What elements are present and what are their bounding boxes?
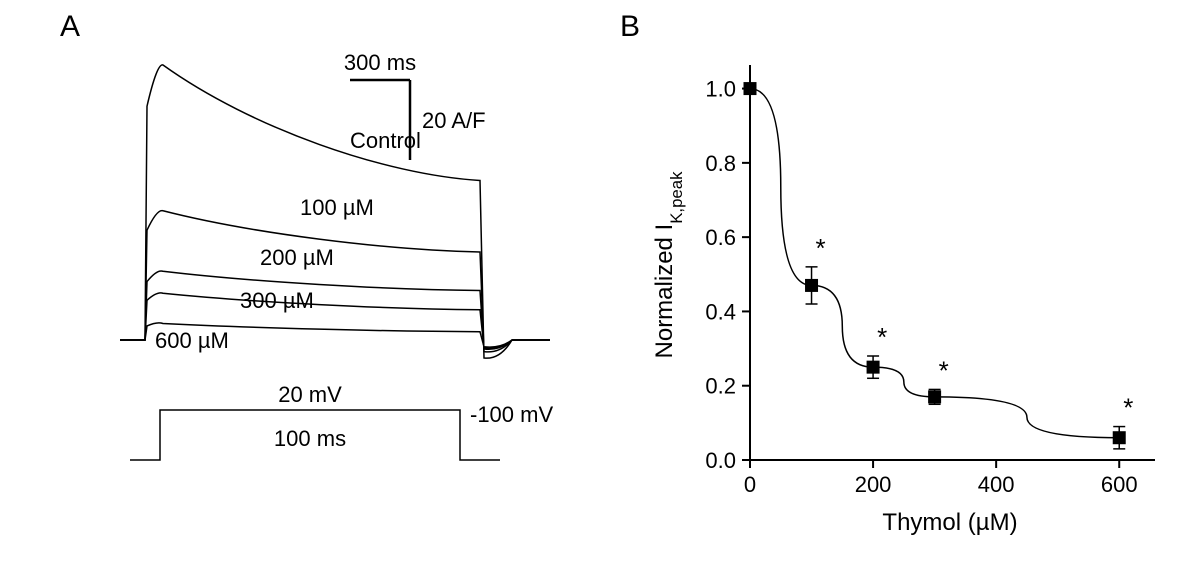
y-tick-label: 0.8 bbox=[705, 151, 736, 176]
y-tick-label: 0.6 bbox=[705, 225, 736, 250]
significance-star: * bbox=[1123, 393, 1133, 423]
trace-label: 100 µM bbox=[300, 195, 374, 220]
protocol-duration-label: 100 ms bbox=[274, 426, 346, 451]
x-tick-label: 200 bbox=[855, 472, 892, 497]
data-point bbox=[929, 391, 941, 403]
trace-label: 600 µM bbox=[155, 328, 229, 353]
y-axis-label: Normalized IK,peak bbox=[651, 171, 686, 359]
figure-container: A B 20 A/F300 msControl100 µM200 µM300 µ… bbox=[0, 0, 1200, 579]
protocol-step-label: 20 mV bbox=[278, 382, 342, 407]
y-tick-label: 0.2 bbox=[705, 374, 736, 399]
data-point bbox=[1113, 432, 1125, 444]
scalebar-x-label: 300 ms bbox=[344, 50, 416, 75]
data-point bbox=[867, 361, 879, 373]
protocol-return-label: -100 mV bbox=[470, 402, 553, 427]
panel-a-svg: 20 A/F 300 ms Control 100 µM 200 µM 300 µM 600… bbox=[40, 30, 600, 570]
trace-label: Control bbox=[350, 128, 421, 153]
panel-b-svg: 0.0 0.2 0.4 0.6 0.8 1.0 0 200 400 600 Normalized I… bbox=[620, 30, 1180, 570]
data-point bbox=[806, 279, 818, 291]
data-point bbox=[744, 83, 756, 95]
x-tick-label: 600 bbox=[1101, 472, 1138, 497]
y-tick-label: 1.0 bbox=[705, 77, 736, 102]
trace-label: 200 µM bbox=[260, 245, 334, 270]
dose-response-curve bbox=[750, 89, 1119, 438]
significance-star: * bbox=[816, 233, 826, 263]
x-tick-label: 0 bbox=[744, 472, 756, 497]
scalebar-y-label: 20 A/F bbox=[422, 108, 486, 133]
trace-label: 300 µM bbox=[240, 288, 314, 313]
x-tick-label: 400 bbox=[978, 472, 1015, 497]
significance-star: * bbox=[939, 355, 949, 385]
y-tick-label: 0.4 bbox=[705, 299, 736, 324]
y-tick-label: 0.0 bbox=[705, 448, 736, 473]
x-axis-label: Thymol (µM) bbox=[882, 509, 1017, 536]
significance-star: * bbox=[877, 322, 887, 352]
